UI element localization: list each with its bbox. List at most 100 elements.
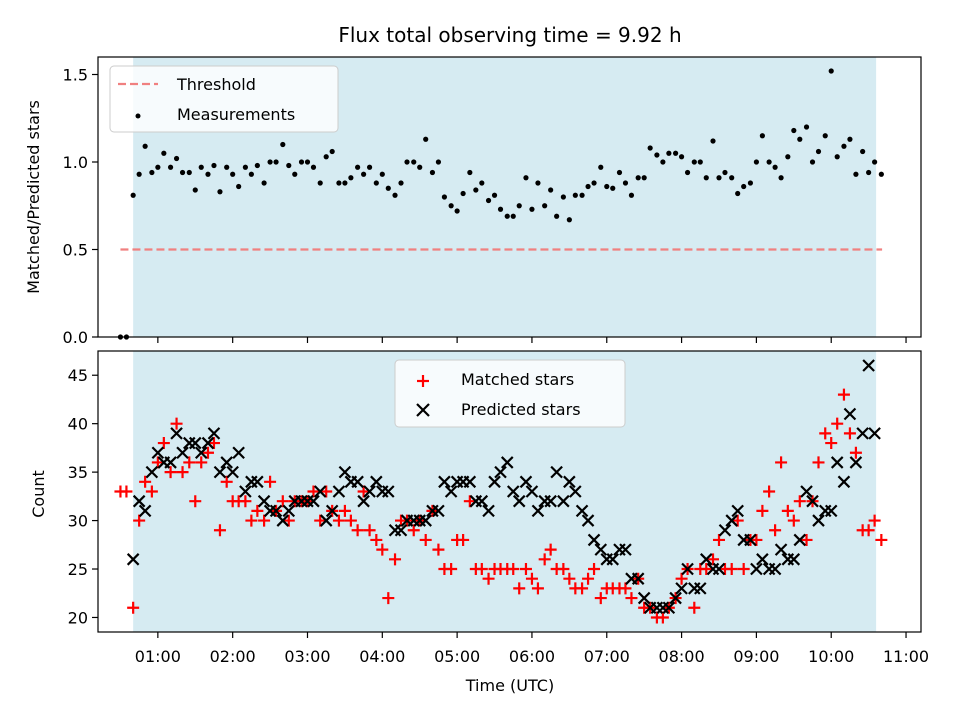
predicted-star-point: [319, 514, 333, 527]
predicted-star-point: [812, 514, 825, 527]
matched-star-point: [513, 582, 526, 595]
measurement-point: [323, 154, 329, 160]
matched-star-point: [463, 495, 476, 508]
matched-star-point: [195, 456, 208, 469]
matched-star-point: [769, 524, 782, 537]
matched-star-point: [445, 563, 458, 576]
predicted-star-point: [587, 533, 601, 547]
measurement-point: [753, 159, 760, 165]
predicted-star-point: [207, 427, 221, 440]
predicted-star-point: [619, 543, 632, 556]
matched-star-point: [239, 495, 252, 508]
measurement-point: [791, 127, 797, 134]
matched-star-point: [775, 456, 788, 469]
measurement-point: [248, 171, 254, 177]
count-xtick-label: 01:00: [135, 647, 181, 666]
predicted-star-point: [525, 485, 539, 498]
matched-star-point: [519, 563, 532, 576]
predicted-star-point: [830, 456, 844, 469]
measurement-point: [236, 183, 242, 190]
measurement-point: [130, 192, 136, 198]
predicted-star-point: [438, 475, 451, 489]
measurement-point: [317, 180, 323, 186]
measurement-point: [205, 171, 211, 177]
matched-star-point: [457, 533, 470, 546]
measurement-point: [510, 213, 516, 219]
measurement-point: [304, 159, 311, 165]
matched-star-point: [127, 601, 140, 614]
measurement-point: [560, 194, 566, 200]
predicted-star-point: [631, 572, 645, 585]
measurement-point: [267, 159, 273, 165]
matched-star-point: [800, 533, 813, 546]
measurement-point: [878, 171, 884, 177]
measurement-point: [366, 164, 373, 170]
matched-star-point: [862, 524, 875, 537]
measurement-point: [866, 169, 872, 176]
measurement-point: [460, 190, 466, 197]
predicted-star-point: [251, 475, 264, 489]
matched-star-point: [843, 427, 856, 440]
matched-star-point: [258, 514, 271, 527]
matched-star-point: [139, 475, 152, 488]
ratio-panel: 0.0 0.5 1.0 1.5 Matched/Predicted stars Thr…: [24, 56, 922, 347]
matched-star-point: [151, 456, 164, 469]
measurement-point: [242, 164, 248, 170]
predicted-star-point: [170, 427, 183, 440]
predicted-star-point: [744, 533, 757, 547]
count-xtick-label: 10:00: [808, 647, 854, 666]
predicted-star-point: [550, 465, 563, 479]
count-ytick-label: 20: [68, 608, 88, 627]
measurement-point: [822, 133, 828, 139]
count-xtick-label: 05:00: [434, 647, 480, 666]
measurement-point: [554, 213, 560, 219]
ratio-x-axis: [157, 337, 907, 343]
measurement-point: [361, 171, 367, 177]
matched-star-point: [538, 553, 551, 566]
matched-star-point: [251, 504, 264, 517]
matched-star-point: [831, 417, 844, 430]
measurement-point: [423, 136, 429, 142]
count-y-axis-label: Count: [29, 470, 48, 518]
predicted-star-point: [531, 504, 545, 518]
measurement-point: [572, 192, 578, 198]
measurement-point: [167, 164, 174, 170]
predicted-star-point: [699, 553, 713, 566]
predicted-star-point: [662, 601, 676, 615]
matched-star-point: [756, 504, 769, 517]
legend-threshold-label: Threshold: [176, 75, 256, 94]
measurement-point: [853, 171, 859, 177]
measurement-point: [485, 197, 492, 204]
matched-star-point: [707, 553, 720, 566]
predicted-star-point: [768, 562, 782, 576]
matched-star-point: [482, 572, 495, 585]
matched-star-point: [376, 543, 389, 556]
predicted-star-point: [269, 504, 283, 518]
predicted-star-point: [432, 504, 445, 518]
measurement-point: [448, 203, 454, 209]
matched-star-point: [370, 533, 383, 546]
predicted-star-point: [220, 456, 233, 469]
measurement-point: [429, 169, 436, 176]
legend-matched-label: Matched stars: [461, 370, 574, 389]
predicted-star-point: [787, 553, 801, 566]
predicted-star-point: [126, 553, 140, 566]
predicted-star-point: [606, 553, 620, 566]
measurement-point: [535, 180, 541, 186]
predicted-star-point: [544, 494, 557, 508]
predicted-star-point: [774, 543, 788, 556]
measurement-point: [254, 162, 260, 169]
matched-star-point: [582, 572, 595, 585]
measurement-point: [292, 171, 298, 177]
measurement-point: [778, 175, 784, 181]
predicted-star-point: [475, 494, 489, 508]
matched-star-point: [344, 514, 357, 527]
measurement-point: [379, 171, 385, 177]
measurement-point: [628, 192, 635, 198]
predicted-star-point: [132, 494, 146, 508]
ratio-ytick-label: 0.0: [63, 328, 88, 347]
measurement-point: [186, 169, 192, 176]
measurement-point: [759, 133, 765, 139]
measurement-point: [722, 169, 728, 176]
predicted-star-point: [213, 465, 227, 479]
